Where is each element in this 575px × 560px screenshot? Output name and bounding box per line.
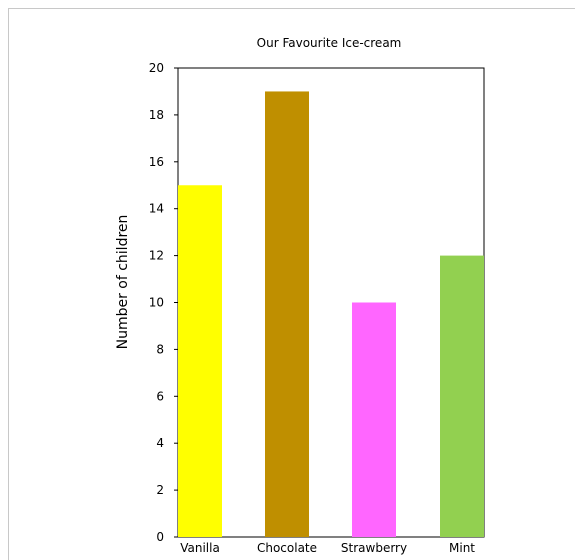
y-tick-label: 4 [156, 436, 164, 450]
y-tick-label: 0 [156, 530, 164, 544]
bar-strawberry [352, 302, 396, 537]
chart-frame [8, 8, 575, 560]
y-tick-label: 10 [149, 296, 164, 310]
x-category-label: Vanilla [180, 541, 220, 555]
bar-vanilla [178, 185, 222, 537]
x-category-label: Strawberry [341, 541, 407, 555]
chart-title: Our Favourite Ice-cream [257, 36, 402, 50]
plot-area [177, 67, 485, 538]
y-tick-label: 12 [149, 249, 164, 263]
y-tick-label: 14 [149, 202, 164, 216]
bars-group [178, 91, 484, 537]
bar-chocolate [265, 91, 309, 537]
y-tick-label: 18 [149, 108, 164, 122]
x-axis-labels: Vanilla Chocolate Strawberry Mint [180, 541, 475, 555]
x-category-label: Mint [449, 541, 475, 555]
y-tick-label: 8 [156, 342, 164, 356]
y-axis-ticks: 0 2 4 6 8 10 12 14 16 18 20 [149, 61, 178, 544]
y-axis-label: Number of children [115, 215, 131, 350]
bar-mint [440, 255, 484, 537]
y-tick-label: 20 [149, 61, 164, 75]
y-tick-label: 2 [156, 483, 164, 497]
y-tick-label: 16 [149, 155, 164, 169]
y-tick-label: 6 [156, 389, 164, 403]
x-category-label: Chocolate [257, 541, 317, 555]
